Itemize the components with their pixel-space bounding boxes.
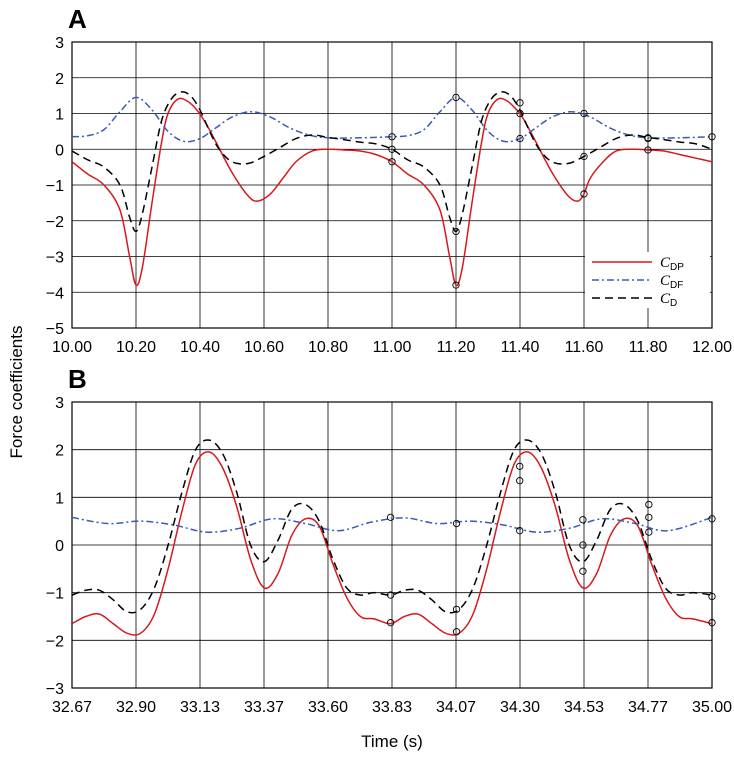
- series-line-c-dp: [72, 97, 712, 287]
- y-tick-label: −2: [46, 214, 64, 231]
- legend-label: CDF: [660, 273, 683, 291]
- series-group: [72, 439, 712, 636]
- data-marker: [579, 541, 587, 549]
- legend-label: CD: [660, 291, 677, 309]
- x-tick-label: 35.00: [692, 699, 732, 716]
- x-tick-label: 11.40: [501, 339, 540, 356]
- series-group: [72, 91, 712, 287]
- x-tick-label: 11.00: [373, 339, 412, 356]
- data-marker: [388, 133, 396, 141]
- data-marker: [516, 99, 524, 107]
- x-tick-label: 10.40: [180, 339, 220, 356]
- data-marker: [516, 134, 524, 143]
- data-marker: [452, 227, 460, 236]
- panel-b-plot: 32.67 32.90 33.13 33.37 33.60 33.83 34.07 34.30…: [46, 395, 732, 716]
- data-marker: [580, 152, 588, 161]
- data-marker: [452, 519, 461, 528]
- plot-frame: [71, 41, 713, 329]
- x-tick-label: 10.20: [116, 339, 156, 356]
- x-tick-label: 33.83: [372, 699, 412, 716]
- data-marker: [452, 628, 461, 636]
- series-line-c-df: [72, 96, 712, 143]
- x-tick-label: 10.00: [52, 339, 92, 356]
- data-marker: [579, 567, 587, 575]
- y-tick-label: 0: [55, 538, 64, 555]
- y-tick-label: 1: [55, 490, 64, 507]
- x-tick-label: 34.30: [500, 699, 540, 716]
- data-marker: [388, 145, 396, 153]
- data-marker: [516, 527, 524, 535]
- series-line-c-df: [72, 516, 712, 533]
- y-tick-label: −5: [46, 321, 64, 338]
- x-tick-label: 34.07: [436, 699, 476, 716]
- x-tick-label: 11.60: [565, 339, 604, 356]
- x-tick-label: 12.00: [692, 339, 732, 356]
- plot-frame: [71, 401, 713, 689]
- y-tick-label: 3: [55, 395, 64, 412]
- x-tick-label: 33.37: [244, 699, 284, 716]
- data-marker: [645, 513, 653, 522]
- data-marker: [386, 591, 395, 599]
- y-tick-label: −3: [46, 250, 64, 267]
- panel-a-plot: 10.00 10.20 10.40 10.60 10.80 11.00 11.20 11.40…: [46, 35, 732, 356]
- x-axis-title: Time (s): [361, 732, 423, 751]
- data-marker: [580, 109, 588, 118]
- data-marker: [644, 146, 652, 154]
- series-line-c-dp: [72, 451, 712, 636]
- x-tick-label: 32.90: [116, 699, 156, 716]
- y-tick-label: 0: [55, 142, 64, 159]
- y-tick-label: −1: [46, 586, 64, 603]
- x-tick-label: 34.77: [628, 699, 668, 716]
- y-axis-title: Force coefficients: [7, 326, 26, 459]
- y-tick-label: −1: [46, 178, 64, 195]
- data-marker: [579, 516, 587, 524]
- x-tick-label: 10.60: [244, 339, 284, 356]
- data-marker: [386, 513, 395, 522]
- series-line-c-d: [72, 439, 712, 614]
- panel-label-a: A: [68, 4, 87, 34]
- x-tick-label: 34.53: [564, 699, 604, 716]
- x-tick-label: 10.80: [308, 339, 348, 356]
- data-marker: [708, 133, 716, 141]
- series-line-c-d: [72, 91, 712, 233]
- data-marker: [580, 190, 588, 198]
- x-tick-label: 33.60: [308, 699, 348, 716]
- data-marker: [388, 158, 396, 166]
- x-tick-label: 32.67: [52, 699, 92, 716]
- data-marker: [644, 134, 652, 143]
- y-tick-label: −3: [46, 681, 64, 698]
- panel-label-b: B: [68, 364, 87, 394]
- data-marker: [386, 619, 395, 627]
- x-tick-label: 11.80: [629, 339, 668, 356]
- y-tick-label: 2: [55, 443, 64, 460]
- legend-label: CDP: [660, 255, 684, 273]
- data-marker: [516, 109, 524, 118]
- data-marker: [516, 462, 524, 470]
- y-tick-label: 2: [55, 71, 64, 88]
- x-tick-label: 11.20: [437, 339, 476, 356]
- y-tick-label: 3: [55, 35, 64, 52]
- data-marker: [708, 619, 716, 627]
- y-tick-label: −2: [46, 633, 64, 650]
- data-marker: [452, 281, 460, 289]
- data-marker: [452, 605, 461, 613]
- data-marker: [708, 592, 716, 601]
- data-marker: [516, 476, 524, 485]
- data-marker: [452, 93, 460, 102]
- data-marker: [645, 500, 653, 509]
- y-tick-label: −4: [46, 285, 64, 302]
- data-marker: [645, 528, 653, 536]
- y-tick-label: 1: [55, 107, 64, 124]
- data-marker: [708, 515, 716, 523]
- x-tick-label: 33.13: [180, 699, 220, 716]
